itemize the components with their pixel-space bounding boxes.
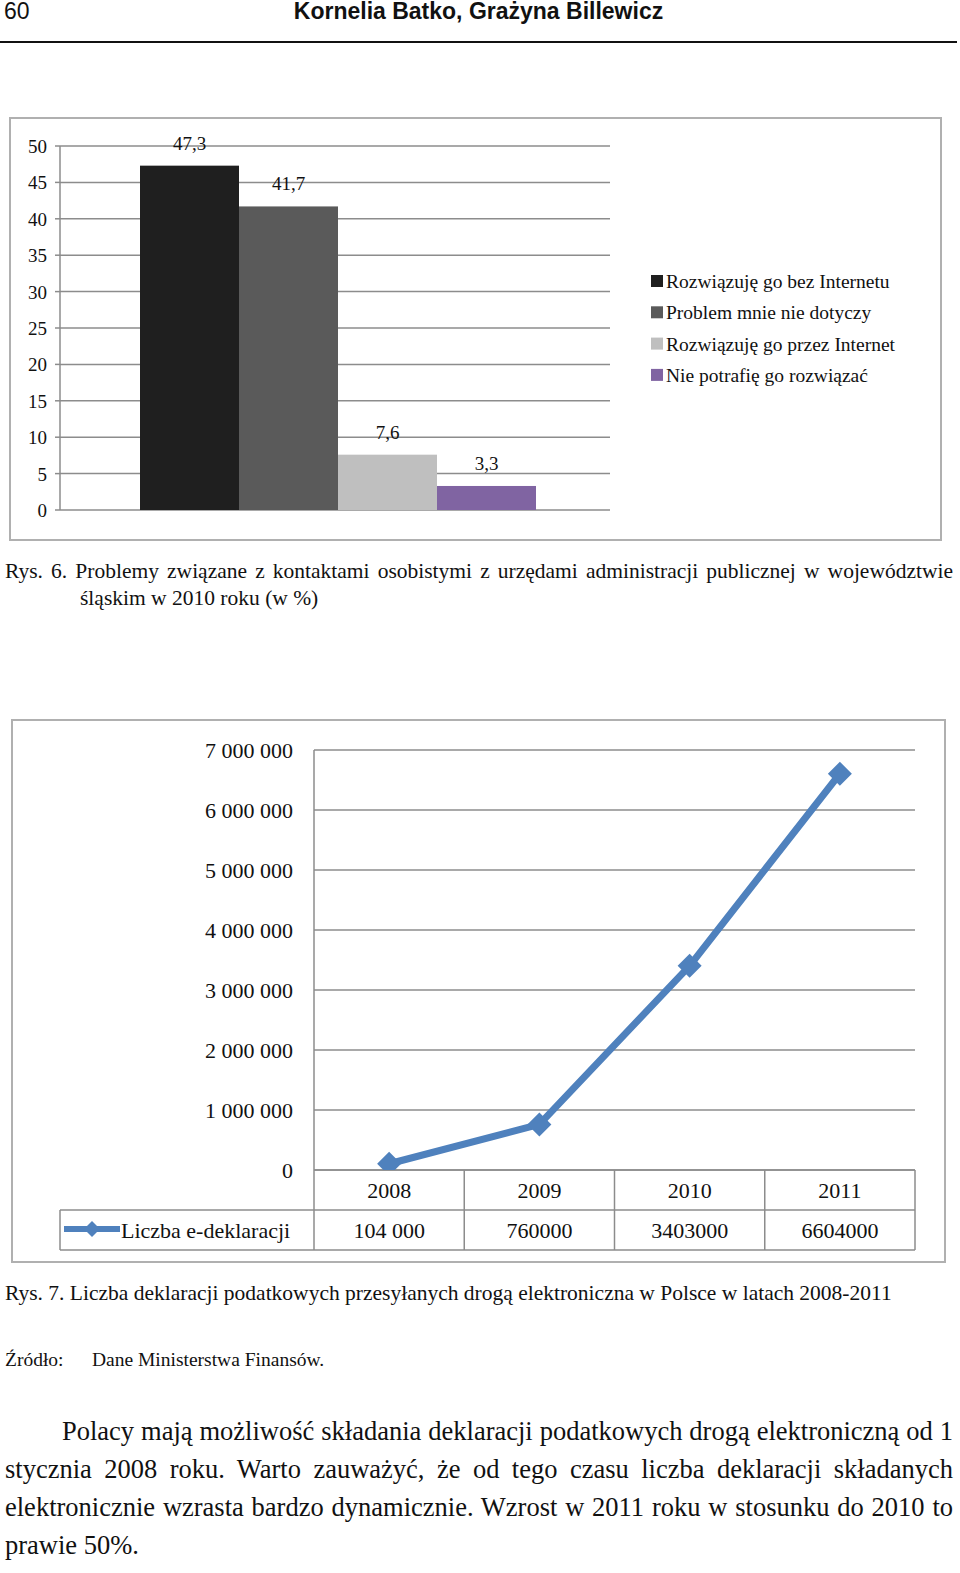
source: Dane Ministerstwa Finansów. xyxy=(92,1349,324,1371)
caption-text: Liczba deklaracji podatkowych przesyłany… xyxy=(70,1281,892,1305)
legend-label: Nie potrafię go rozwiązać xyxy=(666,365,868,386)
table-value: 6604000 xyxy=(801,1218,878,1243)
running-head: Kornelia Batko, Grażyna Billewicz xyxy=(0,0,957,25)
legend-swatch xyxy=(651,306,663,318)
bar xyxy=(338,455,437,510)
y-axis xyxy=(313,750,315,1250)
marker xyxy=(678,954,702,978)
figure-caption: Rys. 6. Problemy związane z kontaktami o… xyxy=(5,558,953,612)
data-label: 3,3 xyxy=(475,453,499,474)
marker xyxy=(377,1152,401,1170)
data-label: 7,6 xyxy=(376,422,400,443)
chart-2: 0 1 000 000 2 000 000 3 000 000 4 000 000 5 0… xyxy=(12,720,945,1262)
grid-line xyxy=(314,1109,915,1111)
table-line xyxy=(60,1249,915,1251)
table-line xyxy=(60,1209,915,1211)
table-line xyxy=(464,1170,466,1250)
data-label: 47,3 xyxy=(173,133,206,154)
source-text: Dane Ministerstwa Finansów. xyxy=(92,1349,324,1370)
y-tick-label: 50 xyxy=(28,136,47,157)
legend-label: Rozwiązuję go przez Internet xyxy=(666,334,896,355)
y-tick-label: 30 xyxy=(28,282,47,303)
y-tick-label: 0 xyxy=(282,1158,293,1183)
figure-caption: Rys. 7. Liczba deklaracji podatkowych pr… xyxy=(5,1280,953,1307)
bar xyxy=(140,166,239,510)
x-tick-label: 2010 xyxy=(668,1178,712,1203)
y-tick-label: 45 xyxy=(28,172,47,193)
y-tick-label: 5 000 000 xyxy=(205,858,293,883)
table-line xyxy=(614,1170,616,1250)
caption-text: Problemy związane z kontaktami osobistym… xyxy=(75,559,953,610)
caption-label: Rys. 7. xyxy=(5,1281,64,1305)
caption-label: Rys. 6. xyxy=(5,559,67,583)
y-tick-label: 1 000 000 xyxy=(205,1098,293,1123)
body-paragraph: Polacy mają możliwość składania deklarac… xyxy=(5,1412,953,1564)
charts-canvas: 0 5 10 15 20 25 30 35 40 45 50 47,3 41,7 7,6 3,3 Rozwią… xyxy=(0,0,960,1573)
series-line xyxy=(389,774,840,1164)
legend-label: Liczba e-deklaracji xyxy=(121,1218,290,1243)
grid-line xyxy=(314,869,915,871)
chart-1: 0 5 10 15 20 25 30 35 40 45 50 47,3 41,7 7,6 3,3 Rozwią… xyxy=(10,118,941,540)
table-line xyxy=(59,1210,61,1250)
page-number: 60 xyxy=(4,0,30,25)
table-line xyxy=(764,1170,766,1250)
bar xyxy=(239,206,338,510)
marker xyxy=(828,762,852,786)
y-axis xyxy=(59,146,61,510)
legend-label: Rozwiązuję go bez Internetu xyxy=(666,271,890,292)
line-group xyxy=(377,762,852,1170)
legend-swatch xyxy=(651,369,663,381)
source-label-text: Źródło: xyxy=(5,1349,64,1370)
legend-swatch xyxy=(651,275,663,287)
grid-line xyxy=(314,809,915,811)
y-tick-label: 2 000 000 xyxy=(205,1038,293,1063)
chart-frame xyxy=(10,118,941,540)
table-value: 104 000 xyxy=(353,1218,425,1243)
grid-line xyxy=(314,989,915,991)
y-tick-label: 5 xyxy=(38,464,48,485)
y-tick-label: 25 xyxy=(28,318,47,339)
source-label: Źródło: xyxy=(5,1349,64,1371)
y-tick-label: 3 000 000 xyxy=(205,978,293,1003)
legend-label: Problem mnie nie dotyczy xyxy=(666,302,871,323)
x-tick-label: 2011 xyxy=(818,1178,861,1203)
marker xyxy=(527,1112,551,1136)
table-value: 3403000 xyxy=(651,1218,728,1243)
table-value: 760000 xyxy=(506,1218,572,1243)
y-tick-label: 4 000 000 xyxy=(205,918,293,943)
y-tick-label: 40 xyxy=(28,209,47,230)
y-tick-label: 35 xyxy=(28,245,47,266)
legend-swatch xyxy=(651,338,663,350)
bar xyxy=(437,486,536,510)
y-tick-label: 15 xyxy=(28,391,47,412)
chart-frame xyxy=(12,720,945,1262)
y-tick-label: 10 xyxy=(28,427,47,448)
table-line xyxy=(914,1170,916,1250)
authors-text: Kornelia Batko, Grażyna Billewicz xyxy=(294,0,663,24)
data-label: 41,7 xyxy=(272,173,305,194)
y-tick-label: 6 000 000 xyxy=(205,798,293,823)
legend-marker xyxy=(84,1221,100,1237)
grid-line xyxy=(314,929,915,931)
page-number-text: 60 xyxy=(4,0,30,24)
header-rule xyxy=(0,41,957,43)
y-tick-label: 20 xyxy=(28,354,47,375)
grid-line xyxy=(60,145,610,147)
x-tick-label: 2009 xyxy=(517,1178,561,1203)
paragraph-text: Polacy mają możliwość składania deklarac… xyxy=(5,1416,953,1560)
y-tick-label: 7 000 000 xyxy=(205,738,293,763)
x-tick-label: 2008 xyxy=(367,1178,411,1203)
grid-line xyxy=(314,749,915,751)
y-tick-label: 0 xyxy=(38,500,48,521)
bars xyxy=(140,166,536,510)
